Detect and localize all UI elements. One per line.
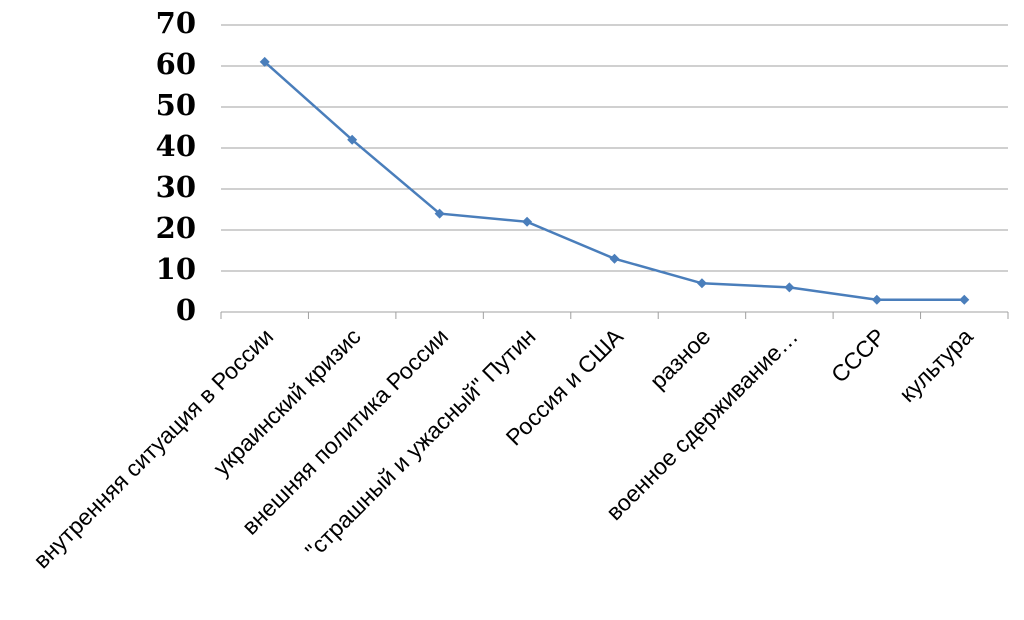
y-tick-label: 30: [156, 170, 196, 204]
data-point: [347, 134, 358, 145]
data-point: [434, 208, 445, 219]
x-tick-label: разное: [645, 323, 716, 394]
data-point: [784, 282, 795, 293]
y-tick-label: 0: [176, 293, 196, 327]
x-tick-label: украинский кризис: [208, 323, 366, 481]
data-point: [871, 294, 882, 305]
y-tick-label: 10: [156, 252, 196, 286]
data-point: [696, 278, 707, 289]
data-point: [522, 216, 533, 227]
data-line: [263, 60, 965, 301]
y-tick-label: 40: [156, 129, 196, 163]
data-point: [609, 253, 620, 264]
y-tick-label: 50: [156, 88, 196, 122]
y-tick-label: 70: [156, 6, 196, 40]
data-point: [959, 294, 970, 305]
y-tick-label: 60: [156, 47, 196, 81]
y-tick-label: 20: [156, 211, 196, 245]
x-tick-label: культура: [894, 323, 978, 407]
x-tick-label: СССР: [826, 323, 890, 387]
data-point: [259, 56, 270, 67]
